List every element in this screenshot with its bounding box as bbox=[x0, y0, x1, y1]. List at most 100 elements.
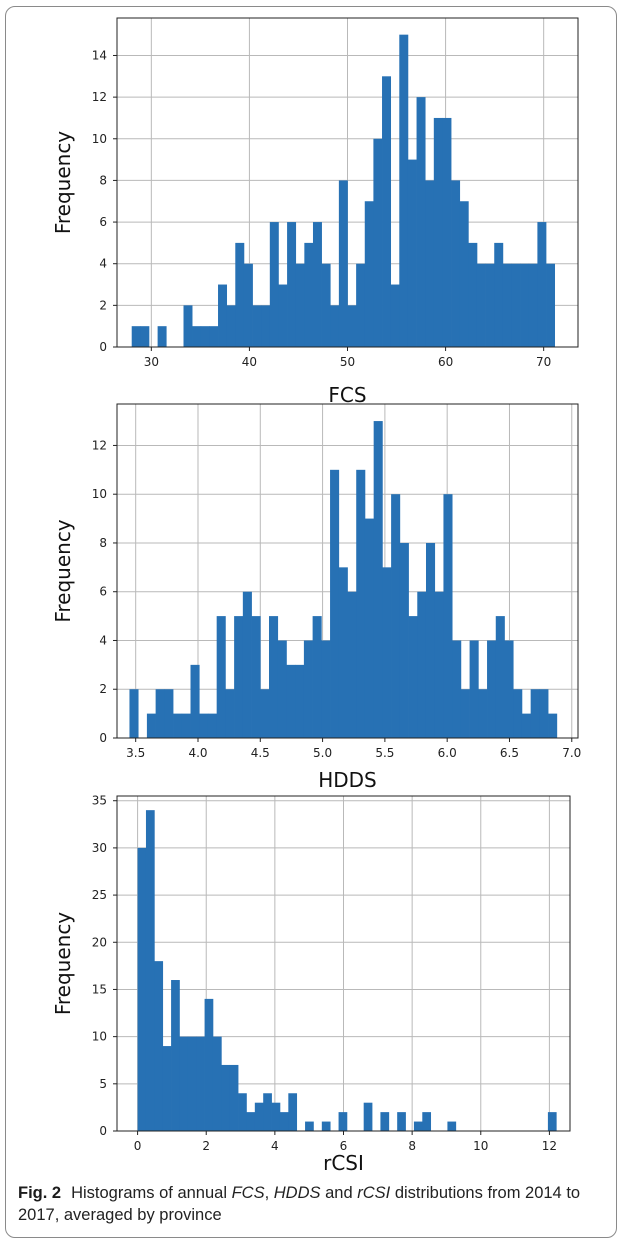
caption-part: , bbox=[264, 1184, 274, 1202]
histogram-bar bbox=[278, 284, 288, 347]
histogram-bar bbox=[330, 305, 340, 347]
y-axis-label: Frequency bbox=[51, 131, 75, 234]
histogram-bar bbox=[212, 1036, 222, 1131]
histogram-bar bbox=[196, 1036, 205, 1131]
fcs-histogram: 30 40 50 60 70 0 2 4 6 8 10 12 14 FCS Frequency bbox=[51, 17, 579, 407]
histogram-bar bbox=[140, 326, 150, 347]
histogram-bar bbox=[460, 689, 470, 738]
x-tick-label: 6.0 bbox=[438, 746, 457, 760]
histogram-bar bbox=[162, 1046, 172, 1131]
x-tick-label: 5.0 bbox=[313, 746, 332, 760]
histogram-bar bbox=[242, 591, 252, 738]
histogram-bar bbox=[338, 180, 348, 347]
histogram-bar bbox=[347, 591, 357, 738]
y-tick-label: 4 bbox=[99, 633, 107, 647]
histogram-bar bbox=[187, 1036, 197, 1131]
y-axis-label: Frequency bbox=[51, 912, 75, 1015]
histogram-bar bbox=[157, 326, 167, 347]
histogram-bar bbox=[238, 1093, 247, 1131]
histogram-bar bbox=[145, 810, 155, 1131]
y-tick-label: 2 bbox=[99, 682, 107, 696]
x-tick-label: 4 bbox=[271, 1139, 279, 1153]
histogram-bar bbox=[235, 242, 245, 347]
histogram-bar bbox=[476, 263, 486, 347]
histogram-bar bbox=[261, 305, 271, 347]
plot-frame bbox=[116, 403, 579, 739]
histogram-bar bbox=[321, 640, 331, 738]
histogram-bar bbox=[548, 713, 558, 738]
x-axis-label: rCSI bbox=[323, 1151, 364, 1175]
y-tick-label: 5 bbox=[99, 1077, 107, 1091]
y-tick-label: 2 bbox=[99, 298, 107, 312]
histogram-bar bbox=[469, 640, 479, 738]
figure-caption: Fig. 2 Histograms of annual FCS, HDDS and… bbox=[18, 1182, 608, 1226]
histogram-bar bbox=[246, 1112, 256, 1131]
x-tick-label: 5.5 bbox=[375, 746, 394, 760]
histogram-bar bbox=[399, 542, 409, 738]
x-tick-label: 6.5 bbox=[500, 746, 519, 760]
histogram-bar bbox=[425, 180, 435, 347]
histogram-bar bbox=[263, 1093, 272, 1131]
histogram-bar bbox=[521, 713, 532, 738]
histogram-bar bbox=[269, 222, 279, 347]
histogram-bar bbox=[417, 591, 427, 738]
y-tick-label: 25 bbox=[92, 888, 107, 902]
histogram-bar bbox=[209, 326, 219, 347]
y-axis-label: Frequency bbox=[51, 519, 75, 622]
histogram-bar bbox=[452, 640, 462, 738]
x-tick-label: 30 bbox=[144, 355, 159, 369]
histogram-bar bbox=[225, 689, 235, 738]
histogram-bar bbox=[530, 689, 540, 738]
x-tick-label: 4.0 bbox=[188, 746, 207, 760]
histogram-bar bbox=[295, 664, 305, 738]
histogram-bar bbox=[447, 1121, 457, 1131]
caption-part: rCSI bbox=[357, 1184, 391, 1202]
histogram-bar bbox=[164, 689, 174, 738]
histogram-bar bbox=[425, 542, 436, 738]
histogram-bar bbox=[391, 494, 401, 738]
histogram-bar bbox=[364, 518, 375, 738]
histogram-bar bbox=[478, 689, 488, 738]
y-tick-label: 10 bbox=[92, 1030, 107, 1044]
histogram-bar bbox=[221, 1064, 231, 1131]
histogram-bar bbox=[131, 326, 141, 347]
x-tick-label: 7.0 bbox=[562, 746, 581, 760]
histogram-bar bbox=[520, 263, 530, 347]
histogram-bar bbox=[287, 222, 297, 347]
histogram-bar bbox=[451, 180, 461, 347]
histogram-bar bbox=[443, 494, 453, 738]
y-tick-label: 0 bbox=[99, 1124, 107, 1138]
histogram-bar bbox=[321, 1121, 331, 1131]
histogram-bar bbox=[146, 713, 156, 738]
histogram-bar bbox=[397, 1112, 406, 1131]
histogram-bar bbox=[459, 201, 469, 347]
histogram-bar bbox=[226, 305, 236, 347]
histogram-bar bbox=[129, 689, 139, 738]
x-tick-label: 6 bbox=[340, 1139, 348, 1153]
histogram-bar bbox=[442, 117, 452, 347]
histogram-bar bbox=[154, 961, 164, 1131]
y-tick-label: 0 bbox=[99, 731, 107, 745]
histogram-bar bbox=[171, 980, 180, 1131]
y-tick-label: 4 bbox=[99, 257, 107, 271]
histogram-bar bbox=[179, 1036, 189, 1131]
x-tick-label: 2 bbox=[202, 1139, 210, 1153]
histogram-bar bbox=[155, 689, 165, 738]
y-tick-label: 6 bbox=[99, 585, 107, 599]
histogram-bar bbox=[303, 640, 313, 738]
histogram-bar bbox=[382, 567, 392, 738]
histogram-bar bbox=[218, 284, 228, 347]
x-tick-label: 70 bbox=[536, 355, 551, 369]
histogram-bar bbox=[416, 97, 426, 347]
x-tick-label: 12 bbox=[542, 1139, 557, 1153]
histogram-bar bbox=[433, 117, 443, 347]
histogram-bar bbox=[305, 1121, 314, 1131]
histogram-bar bbox=[271, 1102, 281, 1131]
histogram-bar bbox=[312, 222, 322, 347]
y-tick-label: 20 bbox=[92, 935, 107, 949]
caption-part: FCS bbox=[231, 1184, 265, 1202]
histogram-bar bbox=[173, 713, 183, 738]
histogram-bar bbox=[487, 640, 497, 738]
histogram-bar bbox=[495, 616, 505, 738]
histogram-bar bbox=[216, 616, 226, 738]
